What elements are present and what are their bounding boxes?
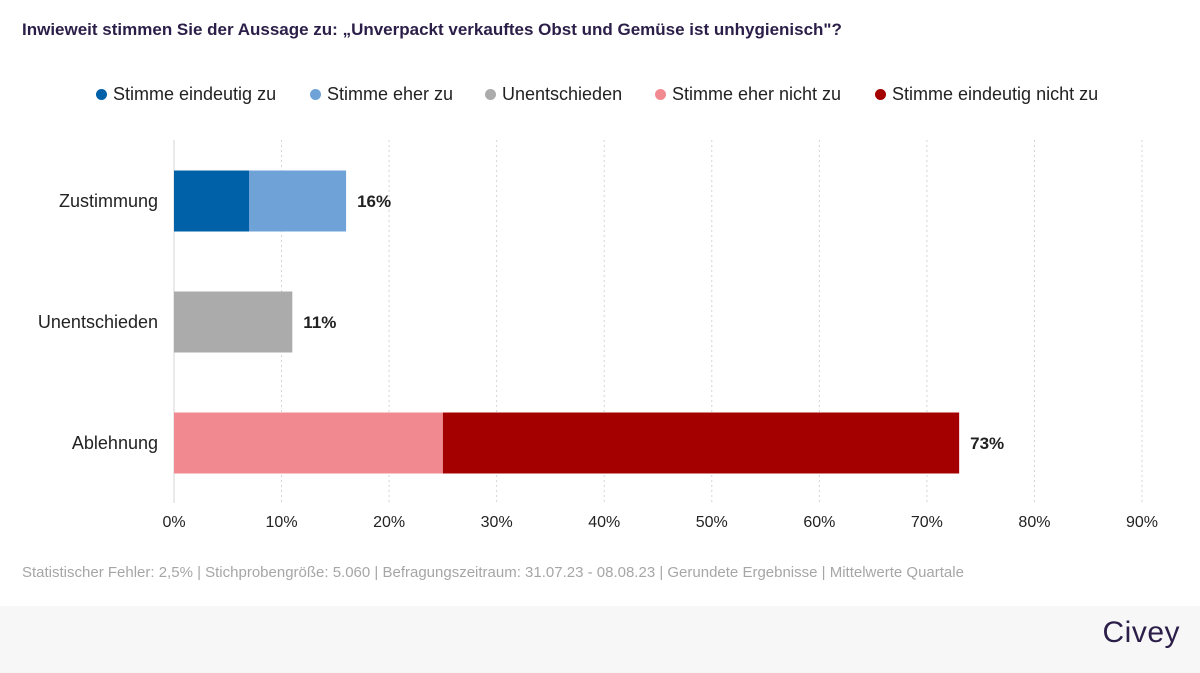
legend-label: Stimme eher zu (327, 84, 454, 104)
legend-swatch (485, 89, 496, 100)
legend-swatch (310, 89, 321, 100)
x-tick-label: 30% (481, 514, 513, 531)
chart-title: Inwieweit stimmen Sie der Aussage zu: „U… (22, 20, 842, 39)
legend-swatch (655, 89, 666, 100)
legend-swatch (96, 89, 107, 100)
legend-swatch (875, 89, 886, 100)
x-tick-label: 90% (1126, 514, 1158, 531)
x-tick-label: 60% (803, 514, 835, 531)
x-tick-label: 10% (266, 514, 298, 531)
x-tick-label: 40% (588, 514, 620, 531)
legend-label: Stimme eher nicht zu (672, 84, 842, 104)
legend: Stimme eindeutig zu Stimme eher zu Unent… (0, 84, 1200, 110)
legend-item-stimme-eher-nicht-zu: Stimme eher nicht zu (655, 84, 841, 105)
category-label: Zustimmung (59, 191, 158, 211)
legend-label: Unentschieden (502, 84, 623, 104)
legend-label: Stimme eindeutig nicht zu (892, 84, 1099, 104)
total-label: 73% (970, 434, 1004, 453)
legend-item-stimme-eindeutig-zu: Stimme eindeutig zu (96, 84, 276, 105)
x-tick-label: 50% (696, 514, 728, 531)
brand-logo: Civey (1102, 616, 1180, 649)
category-label: Ablehnung (72, 433, 158, 453)
bar-segment (174, 170, 250, 232)
bar-segment (174, 291, 293, 353)
x-tick-label: 20% (373, 514, 405, 531)
legend-label: Stimme eindeutig zu (113, 84, 277, 104)
x-tick-label: 0% (162, 514, 185, 531)
legend-item-stimme-eher-zu: Stimme eher zu (310, 84, 453, 105)
legend-item-unentschieden: Unentschieden (485, 84, 622, 105)
total-label: 16% (357, 192, 391, 211)
bar-segment (249, 170, 347, 232)
footer: Civey (0, 606, 1200, 673)
x-tick-label: 80% (1018, 514, 1050, 531)
bar-chart: 0% 10% 20% 30% 40% 50% 60% 70% 80% 90% Zustimmung U… (38, 140, 1158, 531)
legend-item-stimme-eindeutig-nicht-zu: Stimme eindeutig nicht zu (875, 84, 1098, 105)
bar-segment (442, 412, 960, 474)
footnote: Statistischer Fehler: 2,5% | Stichproben… (22, 564, 964, 581)
total-label: 11% (303, 313, 336, 332)
x-tick-label: 70% (911, 514, 943, 531)
category-label: Unentschieden (38, 312, 158, 332)
bar-segment (174, 412, 443, 474)
